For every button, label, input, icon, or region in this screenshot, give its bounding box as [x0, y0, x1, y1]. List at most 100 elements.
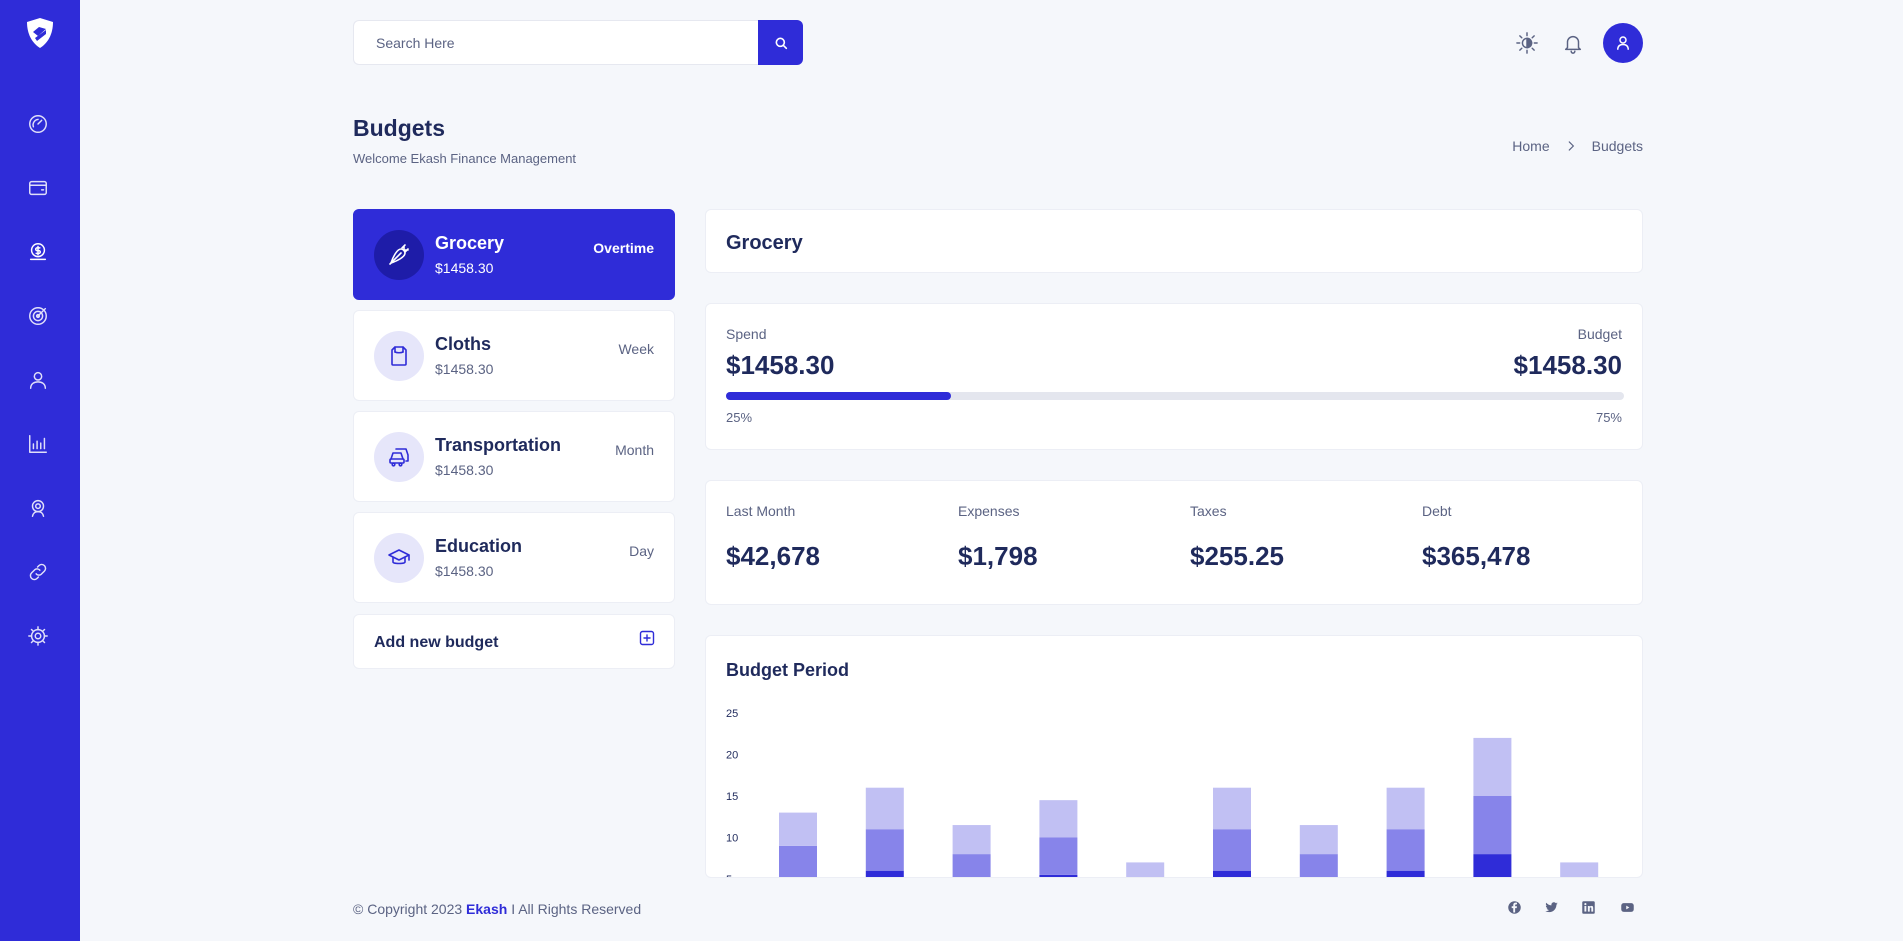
y-tick-label: 15: [726, 791, 738, 803]
add-new-budget-button[interactable]: Add new budget: [353, 614, 675, 669]
budget-amount: $1458.30: [435, 260, 494, 276]
detail-title-panel: Grocery: [705, 209, 1643, 273]
spend-progress-bar: [726, 392, 1624, 400]
y-tick-label: 10: [726, 833, 738, 845]
stat-label: Taxes: [1190, 503, 1227, 519]
linkedin-icon[interactable]: [1580, 899, 1596, 915]
budget-name: Cloths: [435, 334, 491, 354]
page-subtitle: Welcome Ekash Finance Management: [353, 151, 577, 166]
twitter-icon[interactable]: [1543, 899, 1559, 915]
progress-right-label: 75%: [1595, 410, 1622, 425]
bar-segment: [1039, 837, 1078, 875]
stats-panel: Last Month $42,678 Expenses $1,798 Taxes…: [705, 480, 1643, 605]
stat-label: Expenses: [958, 503, 1020, 519]
notification-bell-icon[interactable]: [1560, 30, 1586, 56]
y-tick-label: 25: [726, 708, 738, 720]
budget-amount: $1458.30: [435, 361, 494, 377]
bar-segment: [1473, 796, 1512, 855]
footer-copyright: © Copyright 2023 Ekash I All Rights Rese…: [353, 901, 641, 917]
bar-segment: [1299, 825, 1338, 855]
stat-value: $1,798: [958, 541, 1038, 571]
bar-segment: [1213, 787, 1251, 830]
budget-period-chart: 25 20 15 10 5: [726, 708, 1599, 878]
breadcrumb-home[interactable]: Home: [1512, 138, 1550, 154]
stat-label: Last Month: [726, 503, 796, 519]
budget-period: Week: [618, 341, 654, 357]
profile-avatar[interactable]: [1603, 23, 1643, 63]
theme-toggle-icon[interactable]: [1514, 30, 1540, 56]
y-tick-label: 20: [726, 750, 738, 762]
search-input[interactable]: [353, 20, 758, 65]
youtube-icon[interactable]: [1619, 899, 1635, 915]
stat-value: $255.25: [1190, 541, 1284, 571]
plus-square-icon: [639, 630, 655, 646]
carrot-icon: [374, 230, 424, 280]
link-icon[interactable]: [26, 560, 50, 584]
spend-value: $1458.30: [726, 350, 835, 380]
wallet-icon[interactable]: [26, 176, 50, 200]
logo-icon[interactable]: [24, 16, 56, 50]
chart-title: Budget Period: [726, 660, 850, 680]
budget-period-chart-panel: 25 20 15 10 5 Budget Period: [705, 635, 1643, 878]
budget-period: Overtime: [593, 240, 654, 256]
stat-value: $42,678: [726, 541, 820, 571]
bar-segment: [865, 829, 904, 871]
bar-segment: [779, 812, 817, 846]
bar-segment: [865, 870, 904, 877]
shirt-icon: [374, 331, 424, 381]
y-tick-label: 5: [726, 874, 732, 878]
budget-card-education[interactable]: Education $1458.30 Day: [353, 512, 675, 603]
car-icon: [374, 432, 424, 482]
user-icon: [1617, 36, 1629, 50]
budget-value: $1458.30: [1513, 350, 1622, 380]
bar-segment: [1473, 737, 1512, 796]
budget-amount: $1458.30: [435, 462, 494, 478]
bar-segment: [865, 787, 904, 830]
analytics-icon[interactable]: [26, 432, 50, 456]
bar-segment: [1299, 854, 1338, 877]
budget-money-icon[interactable]: [26, 240, 50, 264]
breadcrumb-current: Budgets: [1591, 138, 1643, 154]
spend-panel: Spend Budget $1458.30 $1458.30 25% 75%: [705, 303, 1643, 450]
footer-brand-link[interactable]: Ekash: [466, 901, 508, 917]
budget-name: Grocery: [435, 233, 505, 253]
budget-card-grocery[interactable]: Grocery $1458.30 Overtime: [353, 209, 675, 300]
breadcrumb: Home Budgets: [1512, 138, 1643, 154]
bar-segment: [1126, 862, 1165, 877]
copyright-suffix: I All Rights Reserved: [511, 901, 642, 917]
target-icon[interactable]: [26, 304, 50, 328]
spend-progress-fill: [726, 392, 951, 400]
graduation-cap-icon: [374, 533, 424, 583]
budget-name: Education: [435, 536, 523, 556]
dashboard-icon[interactable]: [26, 112, 50, 136]
bar-segment: [952, 825, 991, 855]
progress-left-label: 25%: [726, 410, 753, 425]
bar-segment: [1039, 874, 1078, 877]
detail-title: Grocery: [726, 232, 803, 254]
page-title: Budgets: [353, 115, 445, 141]
budget-card-transportation[interactable]: Transportation $1458.30 Month: [353, 411, 675, 502]
budget-period: Month: [615, 442, 654, 458]
bar-segment: [1386, 787, 1425, 830]
settings-gear-icon[interactable]: [26, 624, 50, 648]
sidebar: [0, 0, 80, 941]
bar-segment: [1473, 854, 1512, 877]
stat-label: Debt: [1422, 503, 1452, 519]
bar-segment: [1213, 870, 1251, 877]
support-icon[interactable]: [26, 496, 50, 520]
facebook-icon[interactable]: [1506, 899, 1522, 915]
stat-value: $365,478: [1422, 541, 1531, 571]
chevron-right-icon: [1568, 141, 1574, 151]
budget-label: Budget: [1577, 326, 1622, 342]
budget-card-cloths[interactable]: Cloths $1458.30 Week: [353, 310, 675, 401]
user-icon[interactable]: [26, 368, 50, 392]
bar-segment: [1039, 800, 1078, 838]
search-icon: [775, 37, 787, 49]
search-button[interactable]: [758, 20, 803, 65]
copyright-prefix: © Copyright 2023: [353, 901, 463, 917]
bar-segment: [952, 854, 991, 877]
budget-name: Transportation: [435, 435, 562, 455]
budget-period: Day: [629, 543, 654, 559]
add-budget-label: Add new budget: [374, 634, 499, 651]
budget-amount: $1458.30: [435, 563, 494, 579]
